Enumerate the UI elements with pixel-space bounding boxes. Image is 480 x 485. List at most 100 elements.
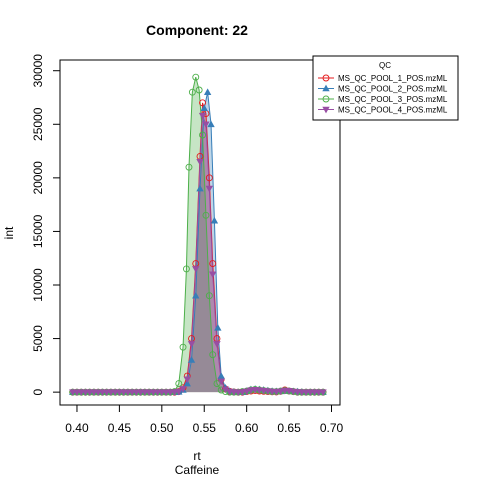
series-point-2 [200,104,208,112]
series-point-4 [111,389,119,396]
series-point-4 [90,389,98,396]
series-point-4 [107,389,115,396]
series-point-4 [179,386,187,393]
series-point-3 [182,265,190,273]
series-point-3 [185,163,193,171]
series-point-4 [183,376,191,384]
x-tick-label: 0.60 [235,421,259,435]
series-point-3 [202,211,210,219]
series-point-3 [179,343,187,351]
series-point-4 [198,112,207,120]
legend-label: MS_QC_POOL_2_POS.mzML [338,85,448,94]
series-point-4 [141,389,149,396]
series-point-4 [242,388,251,396]
series-point-4 [315,389,323,396]
y-tick-label: 0 [31,388,45,395]
series-point-3 [192,73,200,81]
series-point-4 [306,389,314,396]
series-point-4 [119,389,128,396]
series-point-4 [158,389,166,396]
series-point-2 [192,291,200,299]
x-tick-label: 0.65 [277,421,301,435]
series-point-4 [202,121,210,129]
series-point-4 [102,389,111,396]
x-tick-label: 0.50 [150,421,174,435]
x-axis: 0.40 0.45 0.50 0.55 0.60 0.65 0.70 [65,404,344,435]
legend-label: MS_QC_POOL_4_POS.mzML [338,106,448,115]
series-point-4 [77,389,85,396]
series-point-4 [196,158,204,166]
y-tick-label: 5000 [31,325,45,352]
series-point-4 [128,389,136,396]
series-point-4 [162,389,170,396]
series-point-4 [145,389,153,396]
series-point-4 [170,389,179,396]
series-point-4 [192,266,200,273]
series-point-3 [175,380,183,388]
series-point-4 [136,389,145,396]
legend-swatch-marker [322,106,330,114]
x-tick-label: 0.70 [320,421,344,435]
series-point-4 [213,341,221,348]
legend-title: QC [379,61,391,70]
series-point-3 [205,292,213,300]
series-point-4 [81,389,90,396]
y-tick-label: 30000 [31,54,45,88]
series-point-4 [310,389,319,396]
series-point-4 [319,389,327,396]
series-point-2 [203,88,212,95]
series-point-4 [166,389,174,396]
series-point-4 [234,389,242,396]
series-point-4 [238,389,247,396]
y-axis: 0 5000 10000 15000 20000 25000 30000 [31,54,61,395]
series-point-4 [247,387,255,395]
legend: QC MS_QC_POOL_1_POS.mzML MS_QC_POOL_2_POS… [312,55,459,121]
legend-label: MS_QC_POOL_1_POS.mzML [338,74,448,83]
legend-label: MS_QC_POOL_3_POS.mzML [338,95,448,104]
series-point-4 [153,389,162,396]
x-tick-label: 0.40 [65,421,89,435]
y-tick-label: 20000 [31,161,45,195]
series-point-2 [207,120,215,128]
plot-markers [69,73,327,396]
series-point-4 [149,389,158,396]
y-tick-label: 10000 [31,268,45,302]
series-point-3 [188,88,196,96]
series-point-2 [217,372,225,379]
series-point-2 [187,356,196,363]
x-tick-label: 0.55 [193,421,217,435]
series-point-4 [187,341,196,348]
series-point-4 [272,388,281,396]
series-point-4 [209,271,217,279]
series-point-2 [196,184,204,192]
series-point-4 [94,389,102,396]
legend-swatch-marker [322,74,330,82]
chart-title: Component: 22 [146,22,248,38]
series-point-3 [213,380,221,388]
x-axis-subtitle: Caffeine [175,463,220,477]
series-point-3 [199,131,206,139]
series-point-4 [276,388,285,396]
x-axis-title: rt [193,449,201,463]
legend-box [312,55,459,121]
series-point-4 [217,378,225,386]
series-point-1 [209,260,217,268]
y-tick-label: 25000 [31,107,45,141]
series-point-4 [124,389,132,396]
series-point-4 [98,389,107,396]
series-point-3 [195,86,203,94]
series-point-2 [183,379,191,387]
legend-swatch-marker [322,95,330,103]
series-point-4 [205,185,214,193]
series-point-4 [175,388,183,396]
series-point-3 [209,351,217,359]
legend-swatch-marker [322,84,330,92]
series-point-4 [115,389,124,396]
series-point-4 [69,389,77,396]
series-point-4 [132,389,141,396]
series-point-4 [73,389,81,396]
series-point-4 [298,389,306,396]
y-tick-label: 15000 [31,214,45,248]
